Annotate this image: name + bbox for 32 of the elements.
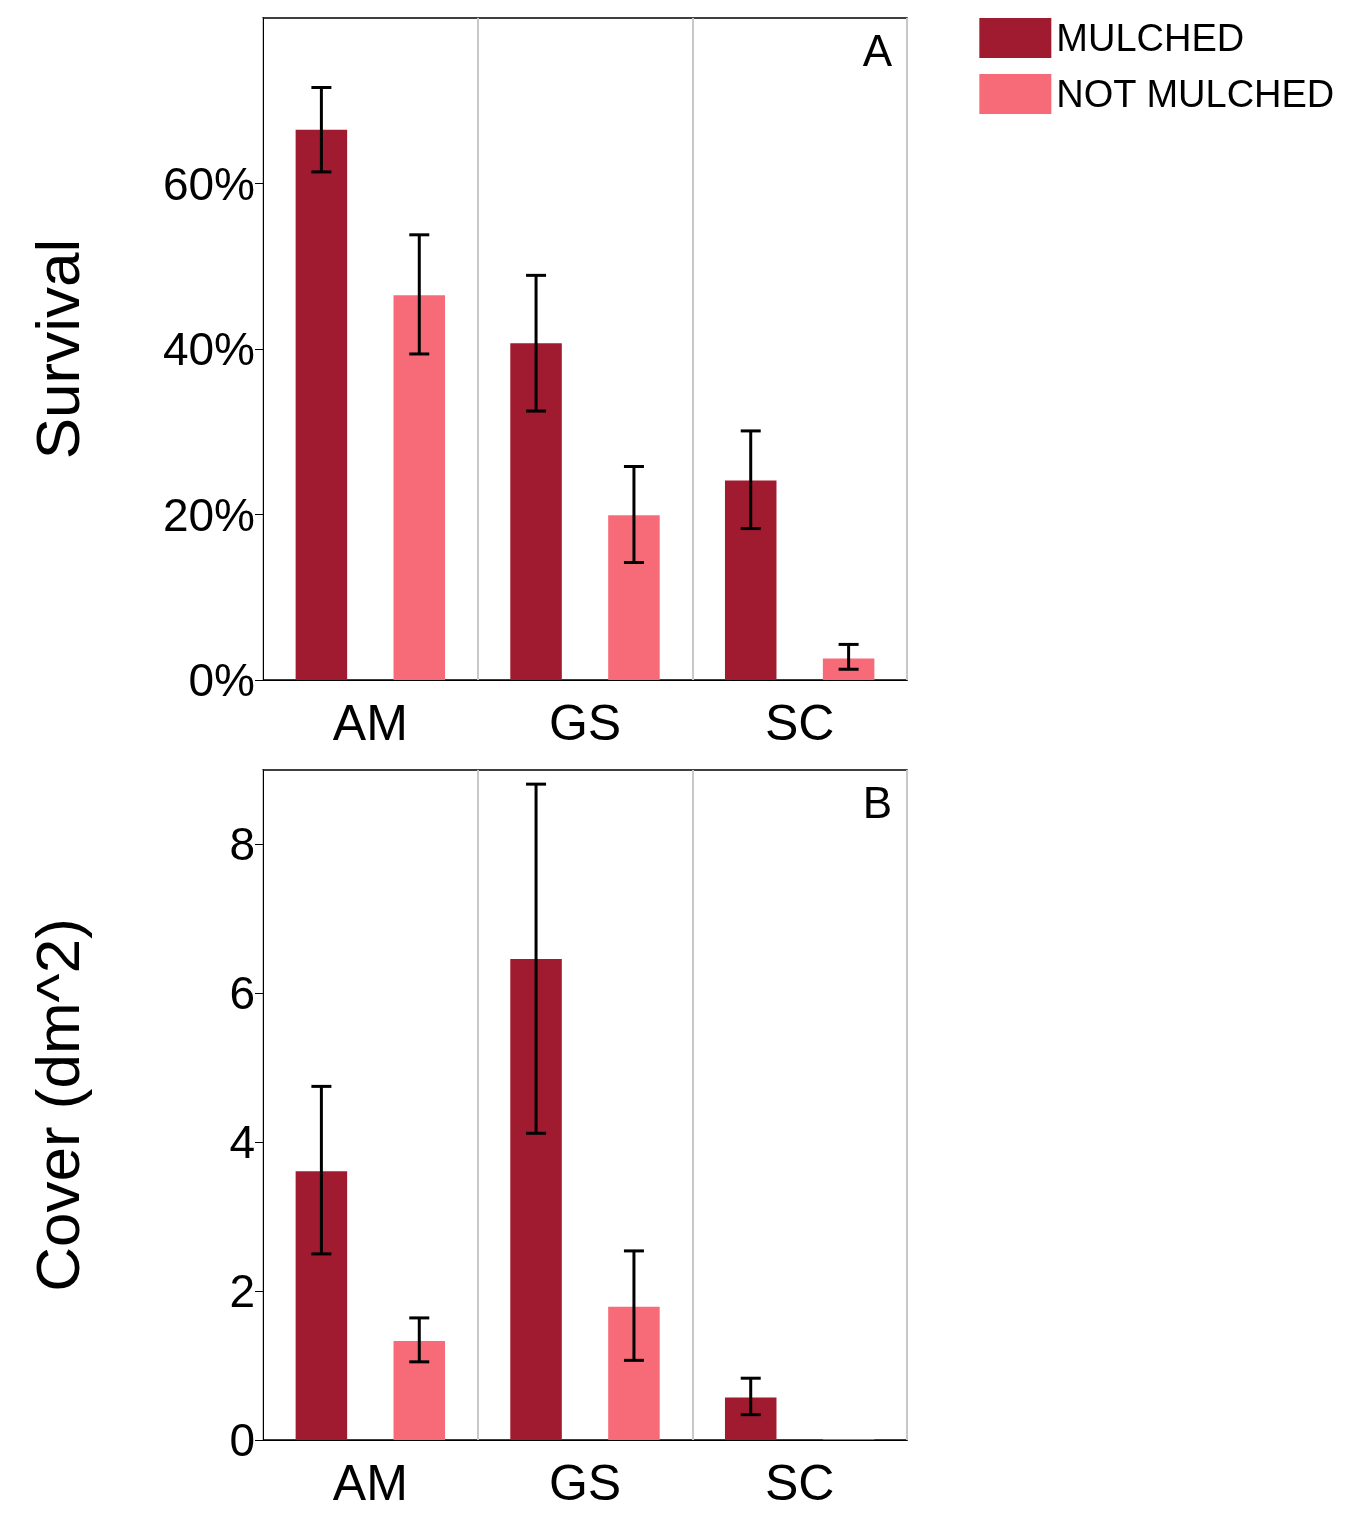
y-tick-label: 2 <box>229 1265 255 1318</box>
y-tick-label: 0% <box>188 654 255 706</box>
bar <box>608 515 660 680</box>
bar <box>295 1171 348 1440</box>
bar <box>393 295 446 680</box>
legend-label: NOT MULCHED <box>1056 73 1335 115</box>
bar <box>510 959 562 1440</box>
bar <box>608 1306 660 1440</box>
x-tick-label: AM <box>332 1455 408 1511</box>
bar <box>822 658 875 680</box>
annotation: A <box>862 25 893 75</box>
y-tick-label: 4 <box>229 1116 255 1169</box>
bar <box>724 1397 777 1440</box>
x-tick-label: SC <box>764 1455 835 1511</box>
x-tick-label: GS <box>548 695 622 751</box>
y-axis-title: Cover (dm^2) <box>22 918 92 1292</box>
x-tick-label: AM <box>332 695 408 751</box>
y-tick-label: 0 <box>229 1414 255 1466</box>
y-axis-title: Survival <box>22 238 92 460</box>
bar <box>295 129 348 680</box>
y-tick-label: 20% <box>162 488 255 541</box>
x-tick-label: GS <box>548 1455 622 1511</box>
bar <box>724 480 777 680</box>
legend-label: MULCHED <box>1056 17 1245 59</box>
annotation: B <box>862 777 893 827</box>
x-tick-label: SC <box>764 695 835 751</box>
y-tick-label: 8 <box>229 818 255 871</box>
bar <box>393 1340 446 1440</box>
bar <box>510 343 562 680</box>
y-tick-label: 40% <box>162 323 255 375</box>
y-tick-label: 60% <box>162 157 255 210</box>
y-tick-label: 6 <box>229 967 255 1020</box>
